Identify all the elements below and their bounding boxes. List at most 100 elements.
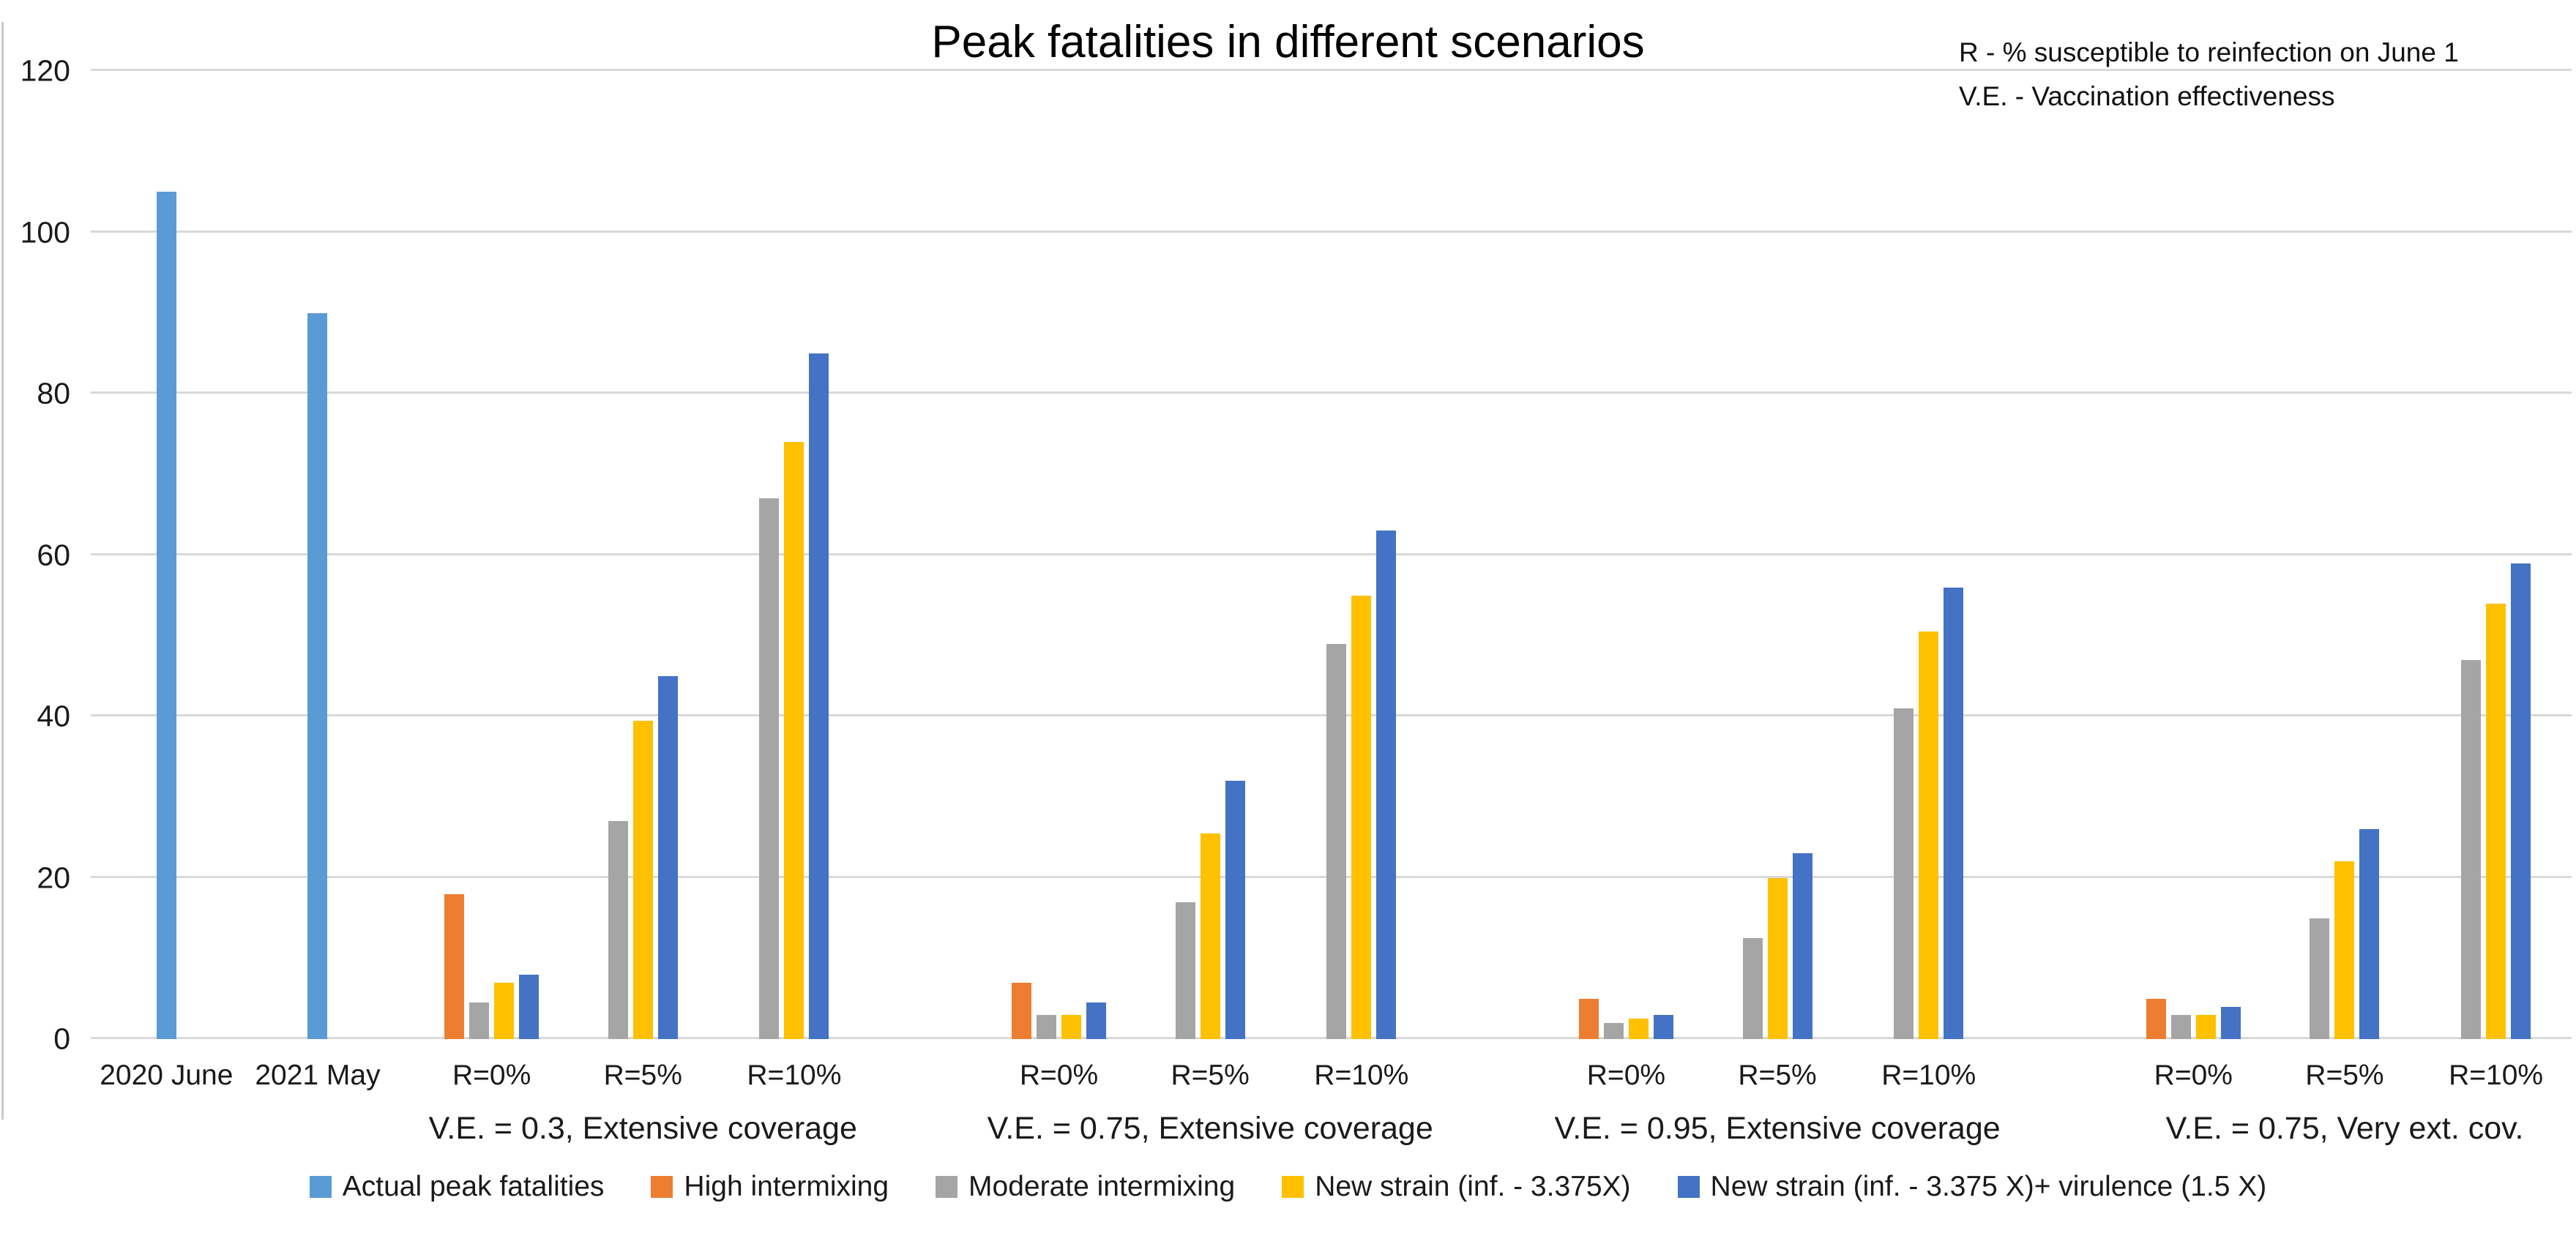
scenario-group-label: V.E. = 0.3, Extensive coverage (428, 1111, 857, 1146)
x-tick-label: R=5% (1171, 1060, 1250, 1091)
x-tick-label: 2020 June (100, 1060, 234, 1091)
category-slot (1853, 71, 2004, 1039)
legend-label-actual: Actual peak fatalities (342, 1171, 605, 1202)
bar-moderate (469, 1002, 490, 1039)
category-slot (719, 71, 870, 1039)
bar-strain_vir (1653, 1014, 1673, 1039)
bar-strain (1919, 632, 1939, 1039)
bar-high (2146, 998, 2166, 1039)
bar-strain (1200, 833, 1220, 1039)
gridline-120 (91, 69, 2572, 71)
bar-moderate (1326, 643, 1347, 1039)
bar-strain (494, 982, 515, 1039)
bar-moderate (1175, 902, 1195, 1039)
bar-strain_vir (2220, 1006, 2241, 1039)
bar-strain_vir (2511, 563, 2531, 1039)
category-slot (567, 71, 719, 1039)
bar-strain (2334, 861, 2355, 1039)
bar-moderate (1742, 938, 1763, 1039)
x-tick-label: R=0% (1586, 1060, 1666, 1091)
bar-moderate (1894, 708, 1914, 1039)
group-spacer (870, 1111, 983, 1152)
category-slot (1135, 71, 1286, 1039)
legend-swatch-strain_vir (1677, 1176, 1700, 1198)
bar-moderate (2170, 1014, 2191, 1039)
legend-swatch-high (651, 1176, 673, 1198)
bar-actual (307, 312, 328, 1039)
group-spacer (870, 1060, 983, 1098)
scenario-group-label: V.E. = 0.75, Very ext. cov. (2165, 1111, 2524, 1146)
x-tick-label: R=0% (1019, 1060, 1099, 1091)
group-label-row: V.E. = 0.3, Extensive coverage V.E. = 0.7… (91, 1111, 2572, 1152)
legend-item-high: High intermixing (651, 1171, 889, 1203)
chart-notes: R - % susceptible to reinfection on June… (1959, 31, 2459, 119)
bar-moderate (1037, 1014, 1056, 1039)
y-tick-label: 80 (37, 376, 70, 411)
group-spacer (1437, 1060, 1550, 1098)
bar-high (444, 893, 465, 1039)
category-slot (416, 71, 567, 1039)
category-slot (242, 71, 394, 1039)
legend-label-high: High intermixing (684, 1171, 889, 1202)
x-tick-label: R=0% (2154, 1060, 2233, 1091)
category-slot (2118, 71, 2269, 1039)
x-tick-label: R=10% (1881, 1060, 1976, 1091)
bar-moderate (608, 821, 628, 1039)
x-tick-label: R=10% (1314, 1060, 1409, 1091)
bar-actual (156, 192, 176, 1039)
legend-label-strain: New strain (inf. - 3.375X) (1315, 1171, 1631, 1202)
scenario-group-label: V.E. = 0.75, Extensive coverage (987, 1111, 1433, 1146)
bar-strain_vir (809, 353, 829, 1039)
category-slot (1702, 71, 1853, 1039)
scenario-group-label (91, 1111, 393, 1152)
legend-label-moderate: Moderate intermixing (968, 1171, 1236, 1202)
category-slot (983, 71, 1135, 1039)
legend-item-strain_vir: New strain (inf. - 3.375 X)+ virulence (… (1677, 1171, 2267, 1203)
bars-row (91, 71, 2572, 1039)
legend-item-moderate: Moderate intermixing (936, 1171, 1235, 1203)
plot-area (91, 69, 2572, 1039)
category-slot (91, 71, 242, 1039)
bar-moderate (2310, 918, 2330, 1039)
legend-swatch-actual (309, 1176, 332, 1198)
x-tick-label: 2021 May (255, 1060, 381, 1091)
category-slot (2269, 71, 2421, 1039)
bar-strain_vir (1086, 1002, 1106, 1039)
bar-high (1012, 982, 1031, 1039)
y-tick-label: 40 (37, 699, 70, 733)
category-slot (2420, 71, 2572, 1039)
note-reinfection: R - % susceptible to reinfection on June… (1959, 37, 2459, 67)
x-axis: 2020 June 2021 May R=0% R=5% R=10% R=0% R=5% R=… (91, 1060, 2572, 1098)
bar-strain_vir (1376, 531, 1397, 1039)
legend-swatch-moderate (936, 1176, 958, 1198)
bar-strain_vir (1225, 781, 1245, 1039)
legend-label-strain_vir: New strain (inf. - 3.375 X)+ virulence (… (1710, 1171, 2267, 1202)
bar-strain_vir (519, 974, 540, 1039)
y-tick-label: 100 (20, 215, 70, 249)
gridline-100 (91, 230, 2572, 233)
bar-strain (2195, 1014, 2216, 1039)
y-tick-label: 120 (20, 53, 70, 88)
y-tick-label: 0 (53, 1022, 70, 1056)
group-spacer (2004, 1111, 2118, 1152)
legend-item-actual: Actual peak fatalities (309, 1171, 605, 1203)
group-spacer (393, 1060, 416, 1098)
bar-strain_vir (657, 675, 678, 1039)
bar-strain_vir (2359, 829, 2380, 1039)
bar-strain (1628, 1019, 1649, 1039)
bar-strain (1767, 877, 1788, 1039)
chart-left-border (1, 22, 4, 1120)
bar-moderate (759, 498, 780, 1039)
x-tick-label: R=10% (2449, 1060, 2544, 1091)
gridline-60 (91, 552, 2572, 555)
legend: Actual peak fatalities High intermixing Mo… (0, 1171, 2576, 1203)
chart-title: Peak fatalities in different scenarios (931, 17, 1645, 67)
legend-swatch-strain (1282, 1176, 1304, 1198)
bar-strain_vir (1944, 587, 1964, 1039)
y-tick-label: 20 (37, 861, 70, 894)
x-tick-label: R=0% (452, 1060, 531, 1091)
x-tick-label: R=10% (747, 1060, 842, 1091)
bar-strain (784, 442, 804, 1039)
bar-strain (632, 720, 653, 1039)
